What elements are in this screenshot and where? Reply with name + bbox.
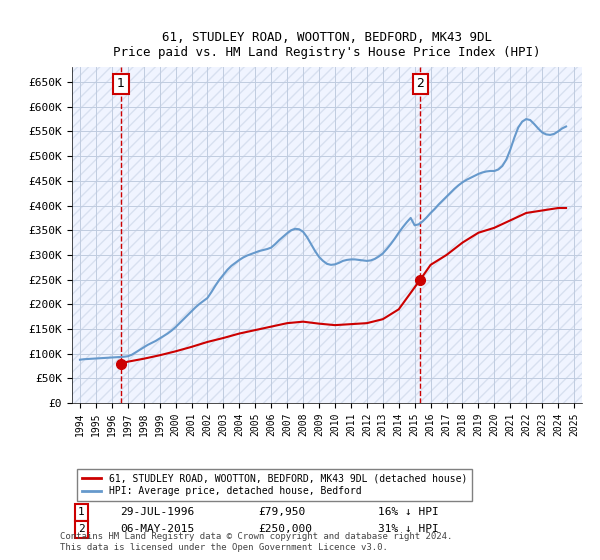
Title: 61, STUDLEY ROAD, WOOTTON, BEDFORD, MK43 9DL
Price paid vs. HM Land Registry's H: 61, STUDLEY ROAD, WOOTTON, BEDFORD, MK43… bbox=[113, 31, 541, 59]
Text: £79,950: £79,950 bbox=[258, 507, 305, 517]
Text: 1: 1 bbox=[117, 77, 125, 91]
Text: 2: 2 bbox=[78, 524, 85, 534]
Text: Contains HM Land Registry data © Crown copyright and database right 2024.
This d: Contains HM Land Registry data © Crown c… bbox=[60, 532, 452, 552]
Text: £250,000: £250,000 bbox=[258, 524, 312, 534]
Text: 1: 1 bbox=[78, 507, 85, 517]
Text: 2: 2 bbox=[416, 77, 424, 91]
Text: 29-JUL-1996: 29-JUL-1996 bbox=[120, 507, 194, 517]
Text: 06-MAY-2015: 06-MAY-2015 bbox=[120, 524, 194, 534]
Text: 16% ↓ HPI: 16% ↓ HPI bbox=[378, 507, 439, 517]
Text: 31% ↓ HPI: 31% ↓ HPI bbox=[378, 524, 439, 534]
Legend: 61, STUDLEY ROAD, WOOTTON, BEDFORD, MK43 9DL (detached house), HPI: Average pric: 61, STUDLEY ROAD, WOOTTON, BEDFORD, MK43… bbox=[77, 469, 472, 501]
